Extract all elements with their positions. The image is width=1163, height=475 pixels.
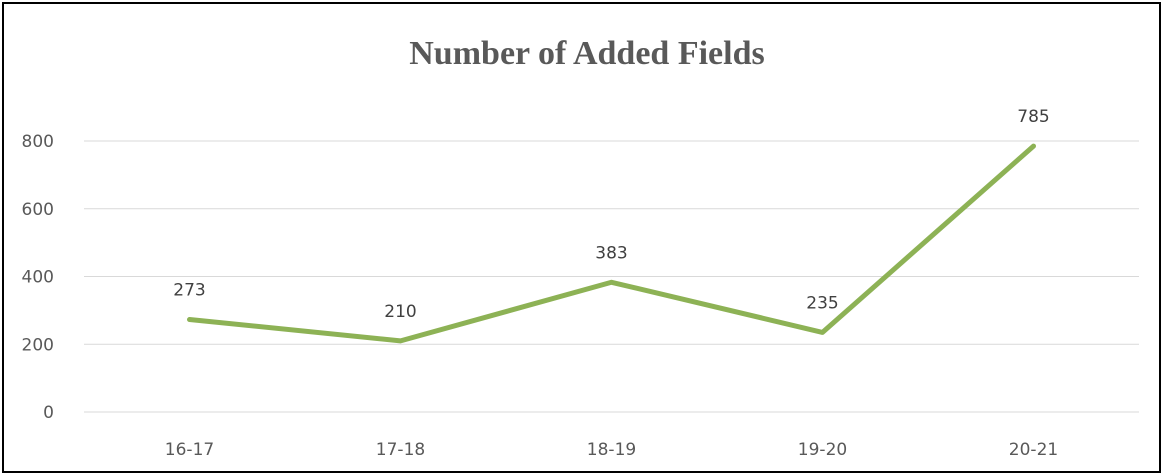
x-tick-label: 17-18 xyxy=(376,440,425,460)
chart-title: Number of Added Fields xyxy=(409,35,764,72)
data-labels: 273 210 383 235 785 xyxy=(173,107,1049,322)
y-axis-tick-labels: 0 200 400 600 800 xyxy=(22,132,54,423)
x-tick-label: 16-17 xyxy=(165,440,214,460)
x-tick-label: 18-19 xyxy=(587,440,636,460)
y-tick-label: 800 xyxy=(22,132,54,152)
x-tick-label: 19-20 xyxy=(798,440,847,460)
data-label: 210 xyxy=(384,302,416,322)
y-tick-label: 600 xyxy=(22,200,54,220)
data-label: 383 xyxy=(595,243,627,263)
line-chart: Number of Added Fields 0 200 400 600 800 16-… xyxy=(22,35,1139,460)
data-label: 785 xyxy=(1017,107,1049,127)
x-axis-tick-labels: 16-17 17-18 18-19 19-20 20-21 xyxy=(165,440,1058,460)
y-tick-label: 0 xyxy=(43,403,54,423)
data-label: 273 xyxy=(173,281,205,301)
series-line xyxy=(187,143,1036,344)
x-tick-label: 20-21 xyxy=(1009,440,1058,460)
data-label: 235 xyxy=(806,293,838,313)
gridlines xyxy=(84,140,1139,413)
series-lines xyxy=(187,143,1036,344)
y-tick-label: 200 xyxy=(22,335,54,355)
y-tick-label: 400 xyxy=(22,268,54,288)
